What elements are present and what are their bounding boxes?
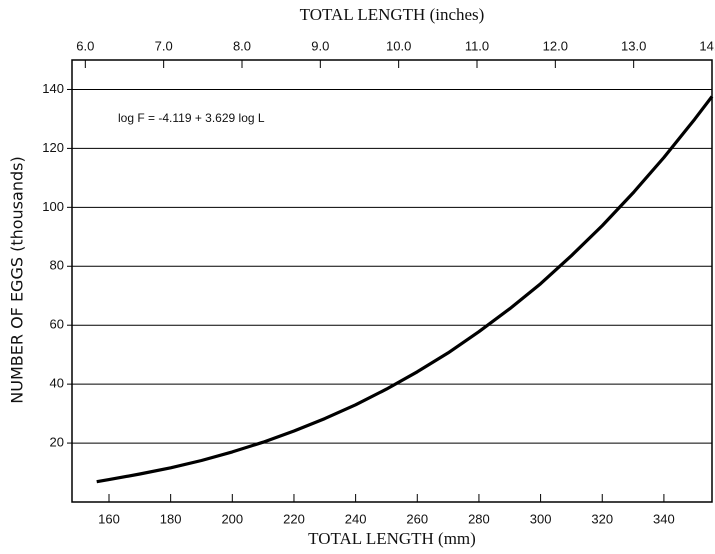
y-tick-label: 100 bbox=[42, 199, 64, 214]
y-axis-title: NUMBER OF EGGS (thousands) bbox=[8, 156, 27, 403]
y-tick-label: 40 bbox=[50, 376, 64, 391]
top-tick-label: 10.0 bbox=[386, 38, 411, 53]
x-tick-label: 340 bbox=[653, 511, 675, 526]
data-line bbox=[96, 95, 714, 484]
y-tick-label: 140 bbox=[42, 81, 64, 96]
x-tick-label: 320 bbox=[591, 511, 613, 526]
y-tick-label: 120 bbox=[42, 140, 64, 155]
top-tick-label: 9.0 bbox=[311, 38, 329, 53]
x-tick-label: 240 bbox=[345, 511, 367, 526]
y-tick-label: 80 bbox=[50, 258, 64, 273]
x-tick-label: 180 bbox=[160, 511, 182, 526]
x-tick-label: 220 bbox=[283, 511, 305, 526]
x-tick-label: 160 bbox=[98, 511, 120, 526]
top-tick-label: 8.0 bbox=[233, 38, 251, 53]
y-tick-label: 60 bbox=[50, 317, 64, 332]
top-tick-label: 14.0 bbox=[699, 38, 715, 53]
top-tick-label: 7.0 bbox=[155, 38, 173, 53]
x-axis-title: TOTAL LENGTH (mm) bbox=[308, 529, 476, 548]
top-tick-label: 13.0 bbox=[621, 38, 646, 53]
y-tick-label: 20 bbox=[50, 435, 64, 450]
top-tick-label: 11.0 bbox=[465, 38, 489, 53]
x-tick-label: 260 bbox=[406, 511, 428, 526]
x-tick-label: 200 bbox=[221, 511, 243, 526]
top-tick-label: 12.0 bbox=[543, 38, 568, 53]
top-tick-label: 6.0 bbox=[76, 38, 94, 53]
top-axis-title: TOTAL LENGTH (inches) bbox=[300, 5, 485, 24]
x-tick-label: 300 bbox=[530, 511, 552, 526]
x-tick-label: 280 bbox=[468, 511, 490, 526]
equation: log F = -4.119 + 3.629 log L bbox=[118, 111, 265, 125]
plot-frame bbox=[71, 59, 713, 503]
